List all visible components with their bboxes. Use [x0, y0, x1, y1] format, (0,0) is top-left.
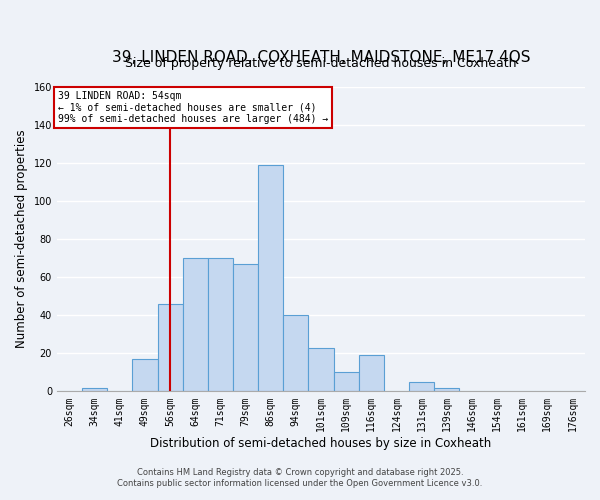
X-axis label: Distribution of semi-detached houses by size in Coxheath: Distribution of semi-detached houses by … [151, 437, 491, 450]
Bar [258, 165, 283, 392]
Bar [208, 258, 233, 392]
Bar [82, 388, 107, 392]
Bar [283, 316, 308, 392]
Bar [434, 388, 459, 392]
Title: 39, LINDEN ROAD, COXHEATH, MAIDSTONE, ME17 4QS: 39, LINDEN ROAD, COXHEATH, MAIDSTONE, ME… [112, 50, 530, 65]
Bar [158, 304, 182, 392]
Text: Contains HM Land Registry data © Crown copyright and database right 2025.
Contai: Contains HM Land Registry data © Crown c… [118, 468, 482, 487]
Bar [233, 264, 258, 392]
Bar [334, 372, 359, 392]
Y-axis label: Number of semi-detached properties: Number of semi-detached properties [15, 130, 28, 348]
Text: 39 LINDEN ROAD: 54sqm
← 1% of semi-detached houses are smaller (4)
99% of semi-d: 39 LINDEN ROAD: 54sqm ← 1% of semi-detac… [58, 91, 328, 124]
Bar [133, 359, 158, 392]
Text: Size of property relative to semi-detached houses in Coxheath: Size of property relative to semi-detach… [125, 58, 517, 70]
Bar [308, 348, 334, 392]
Bar [409, 382, 434, 392]
Bar [359, 355, 384, 392]
Bar [182, 258, 208, 392]
